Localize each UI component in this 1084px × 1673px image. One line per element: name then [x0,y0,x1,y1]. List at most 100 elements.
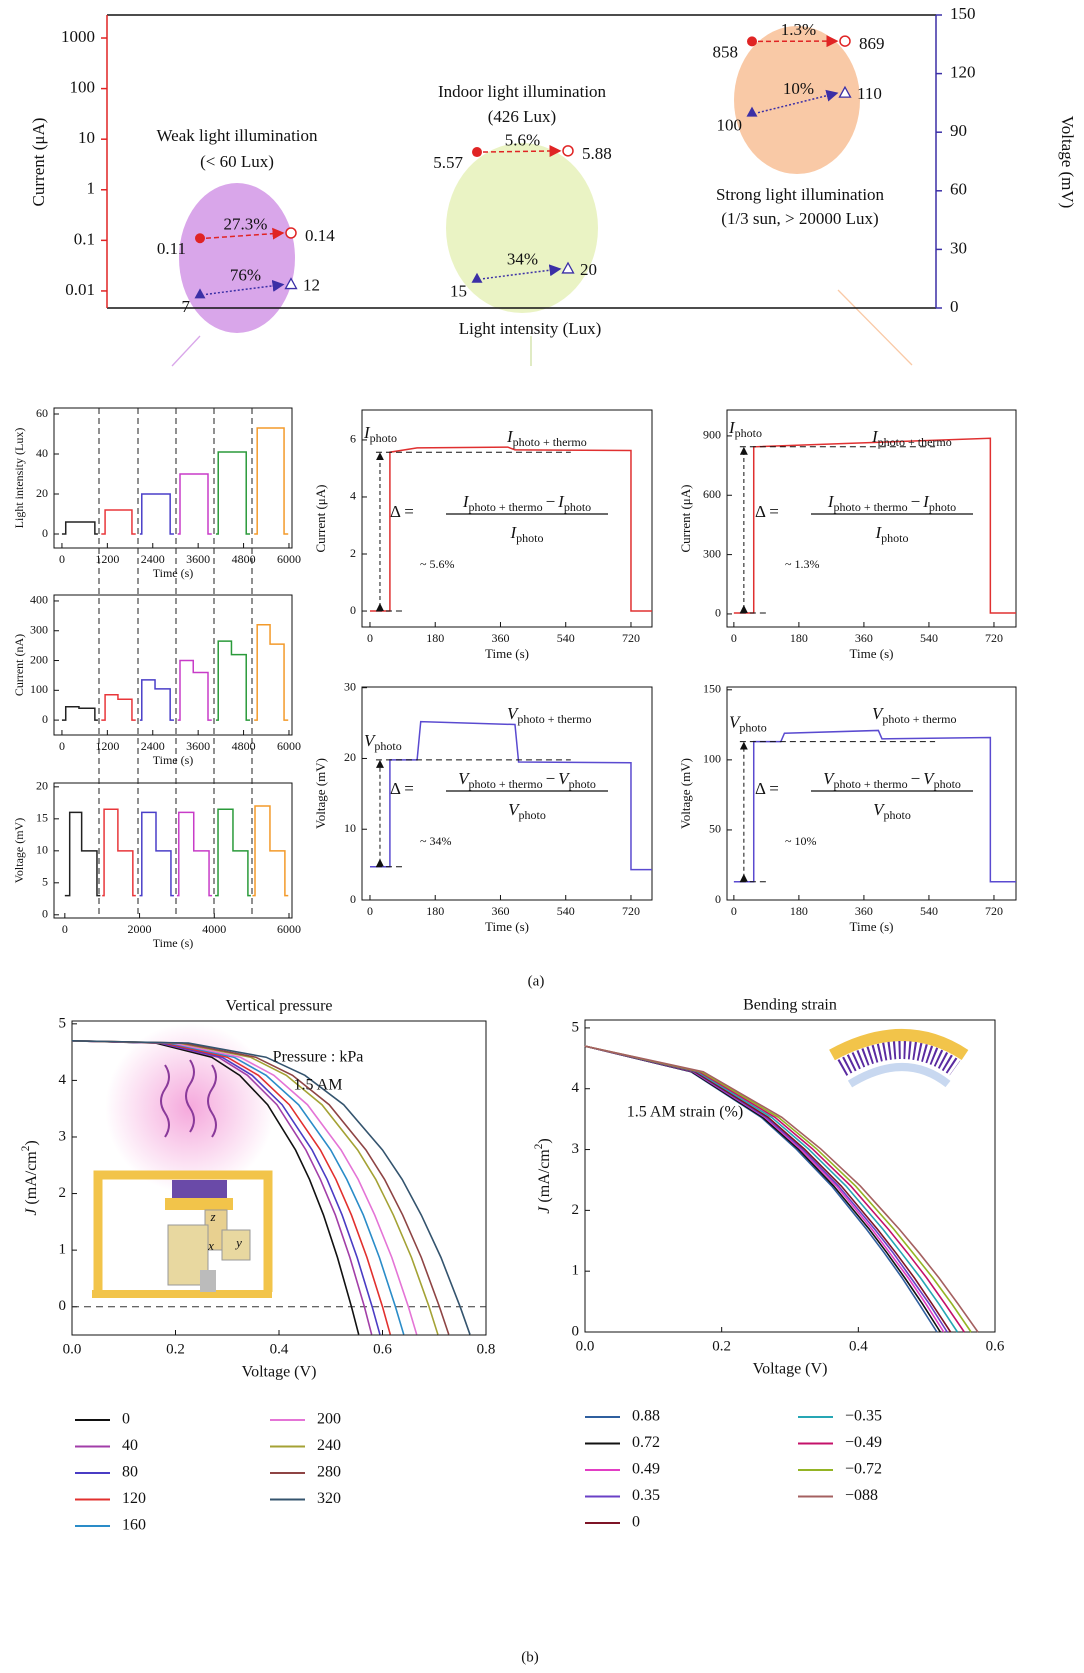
y-axis-label: Light intensity (Lux) [12,428,26,529]
value-label: 100 [717,116,743,135]
minus: − [911,769,921,788]
note: ~ 1.3% [785,557,820,571]
data-line [101,510,135,534]
x-tick-label: 0 [731,904,737,918]
chart-title: Bending strain [743,997,837,1014]
y-tick-label: 20 [36,486,48,500]
legend-label: −0.49 [845,1434,882,1451]
y-axis-label: Current (μA) [678,485,693,553]
y-tick-label: 1 [59,1242,67,1258]
y2-tick-label: 150 [950,4,976,23]
x-tick-label: 0.8 [477,1341,496,1357]
x-axis-label: Time (s) [850,646,894,661]
illumination-region [734,26,860,174]
y-label-symbol: J [536,1206,553,1214]
value-label: 12 [303,275,320,294]
subscript: photo + thermo [882,712,956,726]
symbol-label: Iphoto + thermo [506,427,587,449]
numerator: Vphoto + thermo−Vphoto [823,769,961,791]
chart-panel: 01803605407200102030Time (s)Voltage (mV)… [313,679,652,934]
y-tick-label: 0 [715,606,721,620]
legend-label: 0.88 [632,1408,660,1425]
value-label: 0.14 [305,226,335,245]
numerator: Iphoto + thermo−Iphoto [827,492,956,514]
legend-label: 80 [122,1464,138,1481]
x-tick-label: 360 [855,631,873,645]
y-tick-label: 5 [572,1019,580,1035]
x-tick-label: 0 [731,631,737,645]
x-tick-label: 540 [557,631,575,645]
x-tick-label: 6000 [277,552,301,566]
y-tick-label: 20 [344,750,356,764]
y-tick-label: 5 [59,1015,67,1031]
x-tick-label: 0 [59,739,65,753]
annotation: 1.5 AM [294,1077,343,1094]
x-tick-label: 0.0 [576,1338,595,1354]
y-tick-label: 1000 [61,27,95,46]
annotation: 1.5 AM strain (%) [627,1104,743,1121]
plot-frame [54,408,292,548]
y-tick-label: 400 [30,593,48,607]
y-tick-label: 3 [572,1141,580,1157]
x-tick-label: 2400 [141,739,165,753]
x-tick-label: 0 [367,631,373,645]
y-tick-label: 0 [572,1323,580,1339]
y-axis-label: J(mA/cm2) [533,1138,553,1213]
x-tick-label: 180 [426,631,444,645]
x-tick-label: 0.6 [373,1341,392,1357]
symbol-label: Iphoto [728,418,762,440]
y-tick-label: 2 [572,1202,580,1218]
chart-panel: 0.00.20.40.60.8012345Voltage (V)J(mA/cm2… [20,998,496,1381]
value-label: 5.57 [433,153,463,172]
x-tick-label: 720 [985,904,1003,918]
x-tick-label: 360 [491,904,509,918]
panel-label: (a) [528,973,545,989]
value-label: 15 [450,282,467,301]
x-tick-label: 540 [920,631,938,645]
change-label: 10% [783,79,814,98]
subscript: photo [739,720,766,734]
symbol-label: Iphoto + thermo [871,427,952,449]
y-tick-label: 100 [30,682,48,696]
group-label: (426 Lux) [488,107,556,126]
y2-tick-label: 30 [950,238,967,257]
delta-label: Δ = [390,502,414,521]
x-tick-label: 2400 [141,552,165,566]
subscript: photo + thermo [468,500,542,514]
y-tick-label: 20 [36,779,48,793]
x-axis-label: Voltage (V) [753,1361,828,1378]
current-point [747,36,757,46]
current-point [286,228,296,238]
y-tick-label: 1 [572,1263,580,1279]
value-label: 5.88 [582,144,612,163]
legend-label: −088 [845,1487,878,1504]
group-label: Indoor light illumination [438,82,607,101]
y-axis-label: Voltage (mV) [678,758,693,829]
subscript: photo [569,777,596,791]
data-line [585,1046,940,1332]
change-label: 1.3% [781,20,816,39]
y-tick-label: 150 [703,682,721,696]
y-tick-label: 0 [350,892,356,906]
figure: 0.010.111010010000306090120150Light inte… [0,0,1084,1673]
y-tick-label: 0 [42,712,48,726]
note: ~ 34% [420,834,452,848]
x-tick-label: 0.2 [712,1338,731,1354]
legend-label: 40 [122,1437,138,1454]
y-axis-label: Voltage (mV) [12,818,26,883]
x-tick-label: 720 [985,631,1003,645]
inset-label: z [209,1209,215,1224]
group-label: (< 60 Lux) [200,152,274,171]
note: ~ 5.6% [420,557,455,571]
x-tick-label: 3600 [186,739,210,753]
minus: − [911,492,921,511]
chart-title: Vertical pressure [225,998,332,1015]
data-line [585,1046,964,1332]
subscript: photo [516,531,543,545]
data-line [215,809,251,895]
subscript: photo + thermo [833,777,907,791]
y-tick-label: 0 [42,907,48,921]
illumination-region [179,183,295,333]
x-tick-label: 0.0 [63,1341,82,1357]
legend-label: 0.72 [632,1434,660,1451]
